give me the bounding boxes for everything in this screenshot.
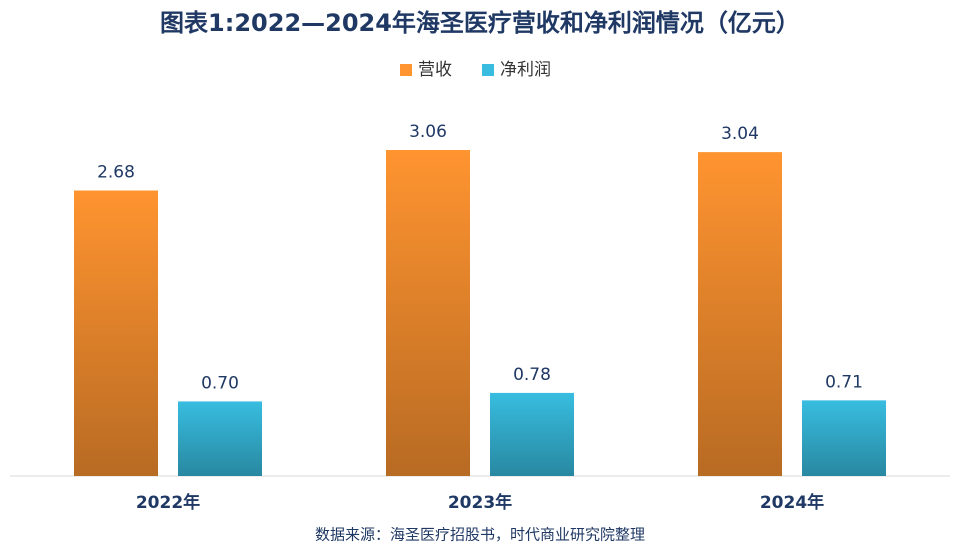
x-tick-label: 2022年 — [136, 492, 200, 513]
value-label: 3.04 — [721, 124, 759, 144]
bar — [802, 400, 886, 476]
value-label: 3.06 — [409, 122, 447, 142]
bar — [178, 401, 262, 476]
legend-swatch — [400, 64, 412, 76]
value-label: 0.71 — [825, 372, 863, 392]
value-label: 0.78 — [513, 365, 551, 385]
value-label: 0.70 — [201, 373, 239, 393]
chart-title: 图表1:2022—2024年海圣医疗营收和净利润情况（亿元） — [160, 9, 800, 37]
bar — [698, 152, 782, 476]
legend-swatch — [482, 64, 494, 76]
bar — [74, 190, 158, 477]
legend-label: 营收 — [418, 60, 452, 80]
x-tick-label: 2023年 — [448, 492, 512, 513]
bar — [490, 392, 574, 476]
value-label: 2.68 — [97, 162, 135, 182]
source-note: 数据来源：海圣医疗招股书，时代商业研究院整理 — [315, 526, 645, 544]
legend-label: 净利润 — [500, 60, 551, 80]
x-tick-label: 2024年 — [760, 492, 824, 513]
bar — [386, 150, 470, 476]
